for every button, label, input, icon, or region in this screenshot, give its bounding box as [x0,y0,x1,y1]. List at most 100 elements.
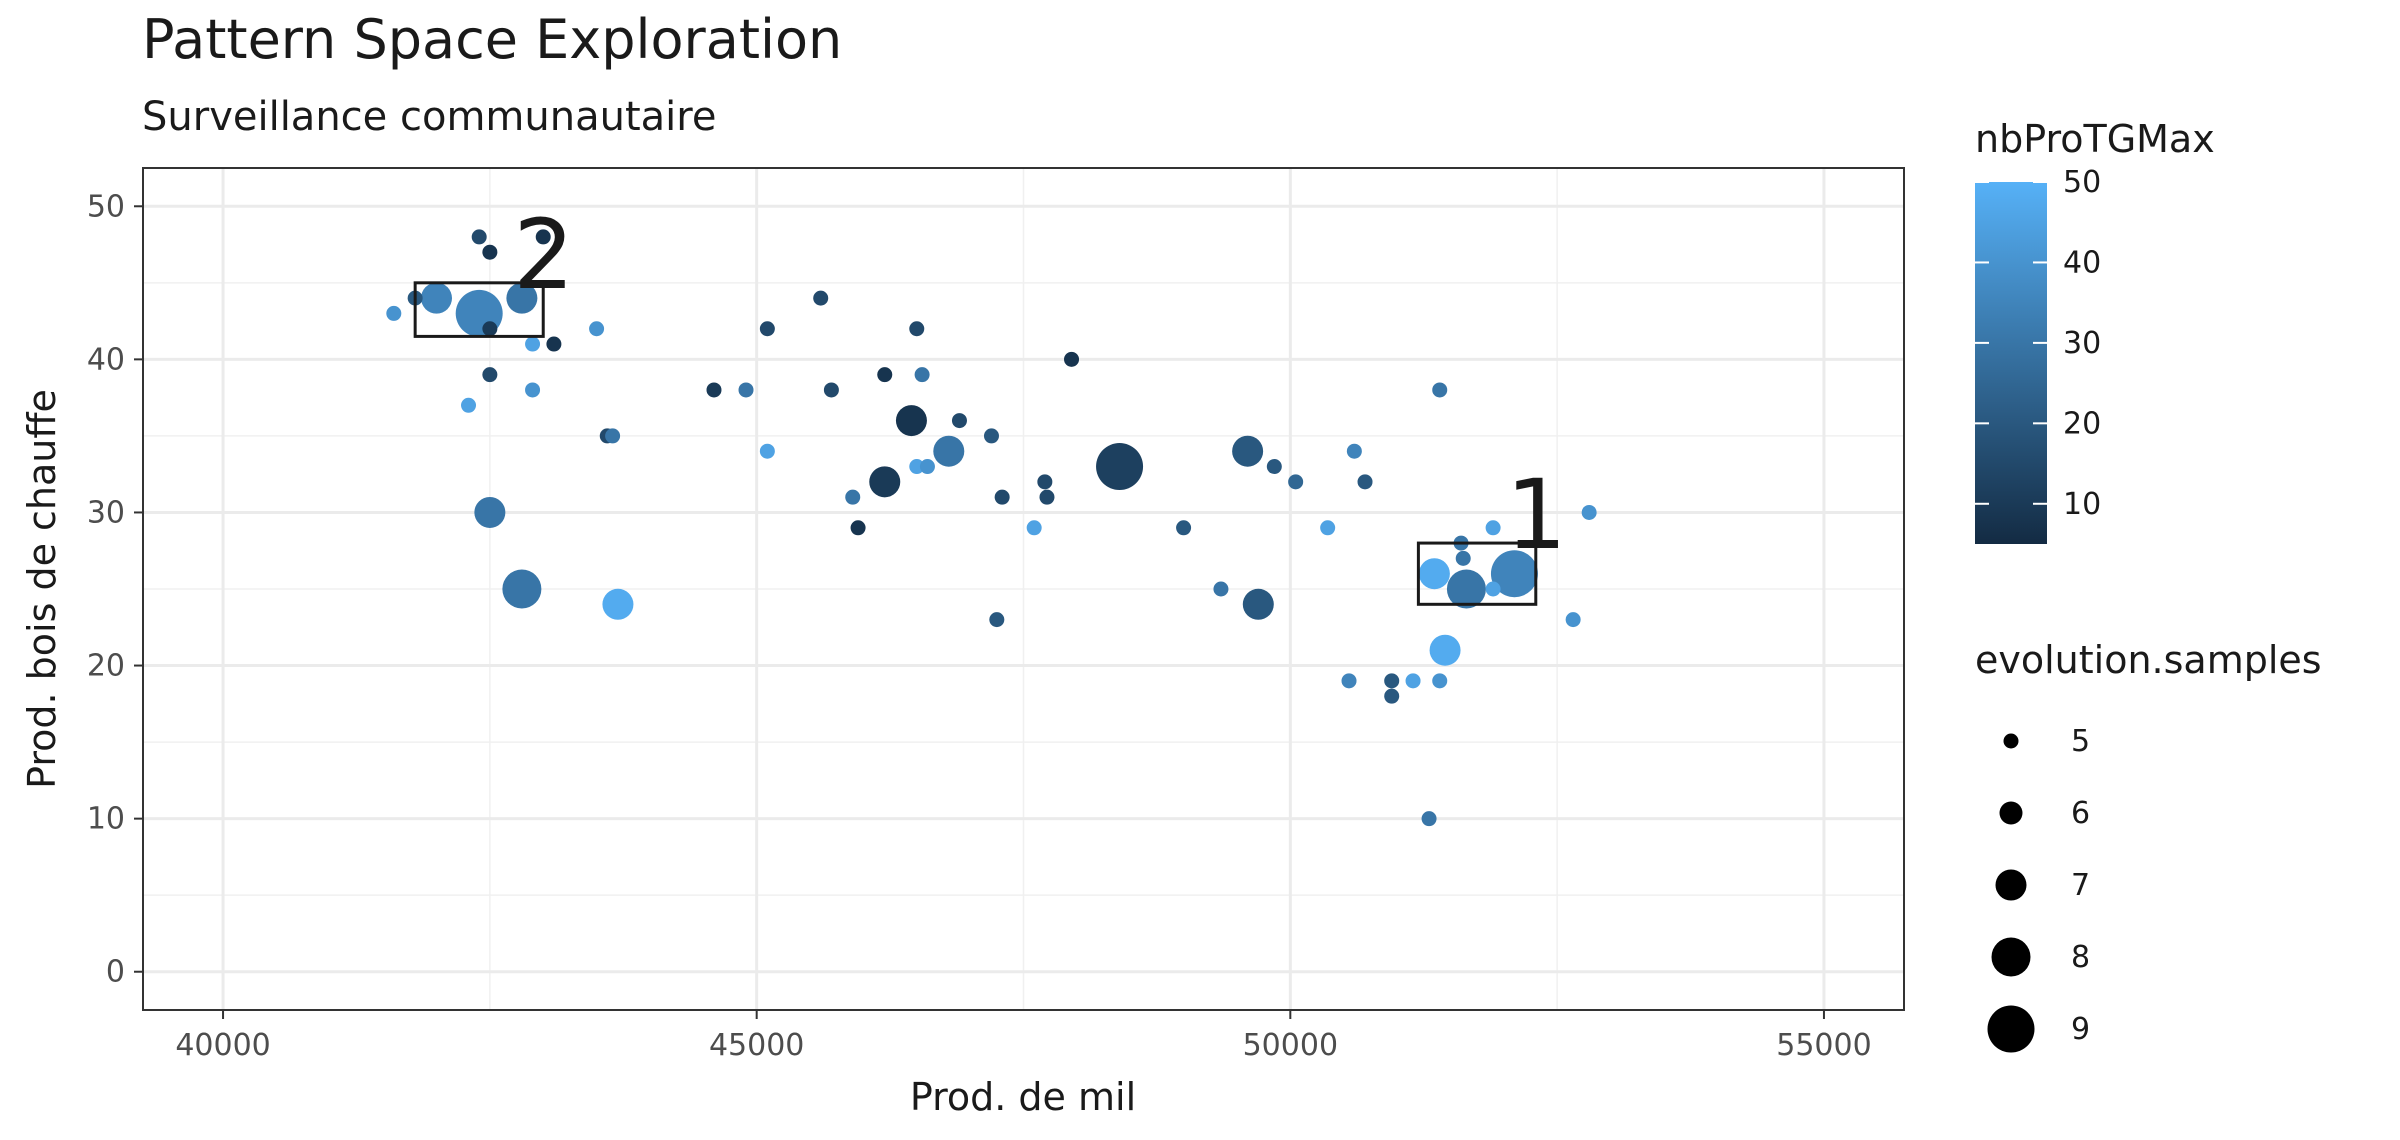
data-points [386,229,1597,827]
data-point [933,435,965,467]
data-point [525,336,541,352]
data-point [869,466,901,498]
data-point [951,413,967,429]
data-point [482,367,498,383]
color-legend-label: 40 [2063,245,2101,280]
y-tick-label: 0 [106,955,125,990]
data-point [1266,459,1282,475]
data-point [1346,443,1362,459]
data-point [738,382,754,398]
data-point [589,321,605,337]
data-point [1232,435,1264,467]
size-legend-label: 9 [2071,1012,2090,1047]
data-point [1485,581,1501,597]
data-point [1026,520,1042,536]
color-legend-ticks: 10 20 30 40 50 [1975,165,2101,522]
plot-border [142,167,1905,1011]
data-point [535,229,551,245]
data-point [421,282,452,314]
size-legend-key [2003,733,2019,749]
data-point [1242,588,1274,620]
data-point [850,520,866,536]
data-point [502,569,542,609]
data-point [474,496,506,528]
data-point [1581,504,1597,520]
data-point [1039,489,1055,505]
color-legend-label: 30 [2063,326,2101,361]
data-point [602,588,634,620]
annotation-label: 1 [1506,459,1567,571]
color-legend-label: 20 [2063,406,2101,441]
size-legend-label: 5 [2071,724,2090,759]
data-point [482,244,498,260]
data-point [759,443,775,459]
data-point [1565,612,1581,628]
color-legend-label: 50 [2063,165,2101,200]
data-point [525,382,541,398]
size-legend: evolution.samples 5 6 7 8 9 [1975,638,2322,1053]
data-point [1421,811,1437,827]
data-point [845,489,861,505]
x-tick-label: 50000 [1243,1028,1338,1063]
data-point [895,405,927,437]
size-legend-key [1995,869,2027,901]
color-legend: nbProTGMax 10 20 30 40 50 [1975,117,2215,544]
y-axis: 0 10 20 30 40 50 [87,189,143,990]
data-point [1341,673,1357,689]
data-point [1357,474,1373,490]
data-point [1490,550,1538,598]
size-legend-key [1991,937,2031,977]
data-point [482,321,498,337]
data-point [506,282,538,314]
x-tick-label: 45000 [709,1028,804,1063]
y-tick-label: 50 [87,189,125,224]
data-point [386,305,402,321]
data-point [706,382,722,398]
size-legend-title: evolution.samples [1975,638,2322,682]
chart-title: Pattern Space Exploration [142,8,842,71]
color-legend-title: nbProTGMax [1975,117,2215,161]
size-legend-label: 7 [2071,868,2090,903]
data-point [877,367,893,383]
data-point [1064,351,1080,367]
grid-major [143,168,1904,1010]
x-tick-label: 40000 [175,1028,270,1063]
color-legend-bar [1975,182,2047,544]
size-legend-label: 8 [2071,940,2090,975]
size-legend-label: 6 [2071,796,2090,831]
annotation-label: 2 [513,199,574,311]
annotation-box [1416,541,1538,606]
data-point [1288,474,1304,490]
y-tick-label: 20 [87,649,125,684]
data-point [1485,520,1501,536]
data-point [813,290,829,306]
data-point [605,428,621,444]
data-point [1455,550,1471,566]
y-axis-title: Prod. bois de chauffe [20,389,64,789]
color-legend-label: 10 [2063,487,2101,522]
data-point [1405,673,1421,689]
size-legend-keys: 5 6 7 8 9 [1987,724,2090,1053]
data-point [1384,688,1400,704]
data-point [759,321,775,337]
data-point [983,428,999,444]
data-point [1432,382,1448,398]
data-point [989,612,1005,628]
size-legend-key [1999,801,2023,825]
plot-panel: 21 [142,167,1905,1011]
data-point [1429,634,1461,666]
annotations: 21 [413,199,1567,606]
y-tick-label: 40 [87,342,125,377]
data-point [914,367,930,383]
x-axis-title: Prod. de mil [910,1075,1136,1119]
data-point [1037,474,1053,490]
data-point [1446,569,1486,609]
data-point [1213,581,1229,597]
y-tick-label: 30 [87,495,125,530]
chart-subtitle: Surveillance communautaire [142,94,716,140]
data-point [1418,558,1450,590]
data-point [909,459,925,475]
data-point [1432,673,1448,689]
data-point [909,321,925,337]
